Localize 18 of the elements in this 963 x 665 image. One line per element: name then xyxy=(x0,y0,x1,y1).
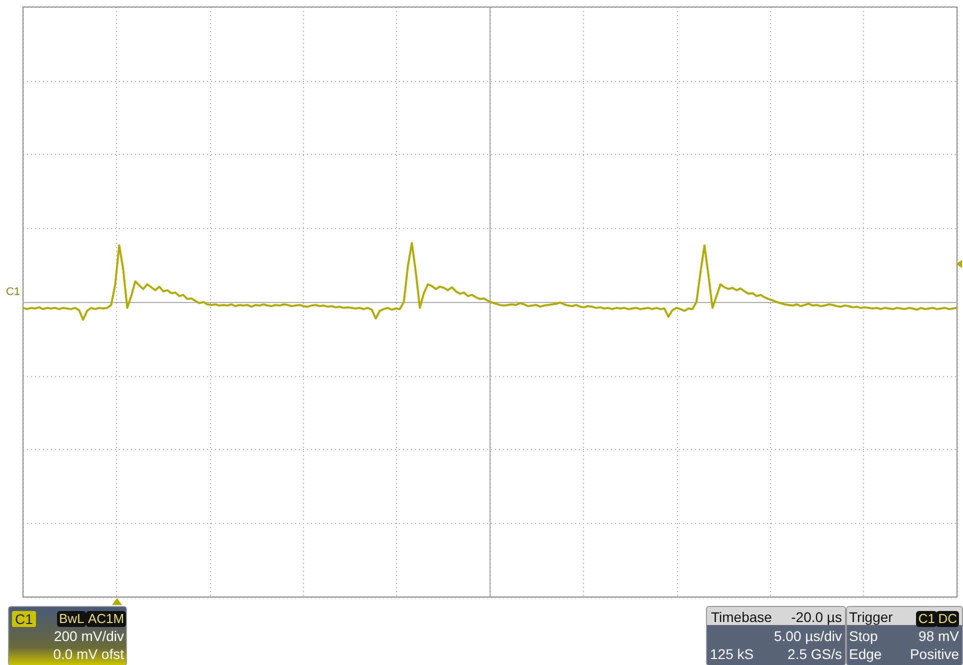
text: 125 kS xyxy=(710,646,754,662)
text: DC xyxy=(936,611,959,627)
text: 0.0 mV ofst xyxy=(53,646,124,662)
text: Stop xyxy=(849,628,878,644)
text: Positive xyxy=(910,646,959,662)
text: AC1M xyxy=(86,611,126,627)
text: 98 mV xyxy=(918,628,959,644)
text: C1 xyxy=(12,611,36,627)
text: 2.5 GS/s xyxy=(788,646,842,662)
text: C1 xyxy=(916,611,937,627)
text: 200 mV/div xyxy=(54,628,124,644)
text: BwL xyxy=(57,611,86,627)
text: Trigger xyxy=(849,609,893,625)
text: -20.0 µs xyxy=(791,609,842,625)
text: Timebase xyxy=(711,609,772,625)
text: Edge xyxy=(849,646,882,662)
text: 5.00 µs/div xyxy=(774,628,842,644)
text: C1 xyxy=(6,285,20,300)
